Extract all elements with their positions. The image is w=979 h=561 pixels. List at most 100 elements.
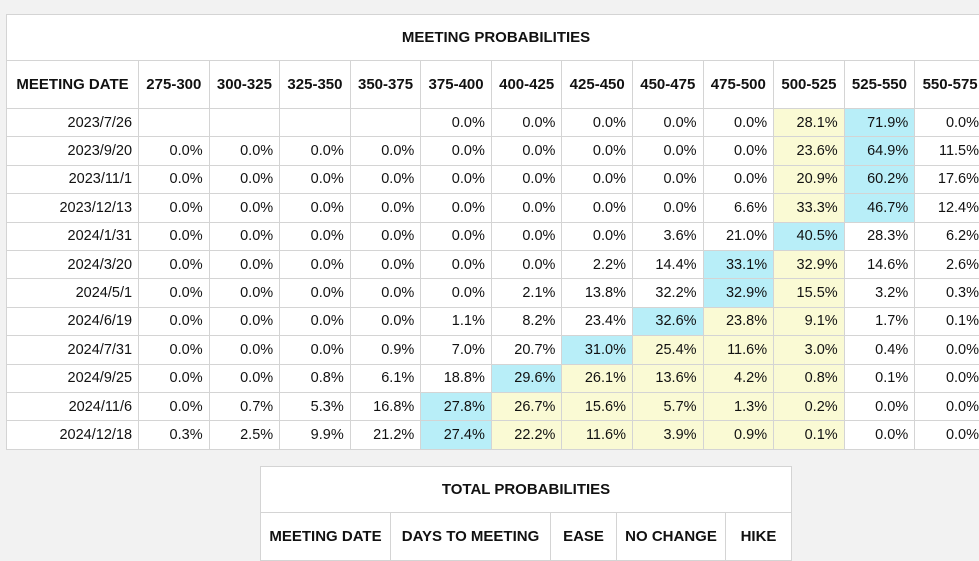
column-header: 550-575 xyxy=(915,61,979,109)
probability-cell: 32.9% xyxy=(774,250,845,278)
probability-cell: 0.9% xyxy=(703,421,774,449)
probability-cell: 3.0% xyxy=(774,336,845,364)
probability-cell: 31.0% xyxy=(562,336,633,364)
probability-cell: 0.0% xyxy=(350,279,421,307)
probability-cell: 0.0% xyxy=(632,137,703,165)
probability-cell: 0.0% xyxy=(562,165,633,193)
column-header: 475-500 xyxy=(703,61,774,109)
probability-cell: 0.0% xyxy=(139,364,210,392)
probability-cell: 0.0% xyxy=(421,165,492,193)
probability-cell: 46.7% xyxy=(844,194,915,222)
probability-cell: 9.1% xyxy=(774,307,845,335)
table-title: MEETING PROBABILITIES xyxy=(7,15,979,61)
probability-cell: 0.8% xyxy=(280,364,351,392)
probability-cell: 0.8% xyxy=(774,364,845,392)
probability-cell: 4.2% xyxy=(703,364,774,392)
probability-cell: 6.2% xyxy=(915,222,979,250)
probability-cell: 1.1% xyxy=(421,307,492,335)
probability-cell: 0.0% xyxy=(915,336,979,364)
probability-cell: 0.0% xyxy=(280,165,351,193)
probability-cell: 13.8% xyxy=(562,279,633,307)
column-header: 325-350 xyxy=(280,61,351,109)
column-header: DAYS TO MEETING xyxy=(391,513,551,561)
probability-cell: 0.0% xyxy=(632,194,703,222)
probability-cell: 18.8% xyxy=(421,364,492,392)
probability-cell: 0.4% xyxy=(844,336,915,364)
probability-cell: 0.1% xyxy=(915,307,979,335)
table-title: TOTAL PROBABILITIES xyxy=(261,467,792,513)
probability-cell: 0.0% xyxy=(280,222,351,250)
probability-cell: 0.0% xyxy=(491,165,562,193)
probability-cell: 26.7% xyxy=(491,392,562,420)
probability-cell: 0.0% xyxy=(139,279,210,307)
probability-cell: 29.6% xyxy=(491,364,562,392)
probability-cell: 0.0% xyxy=(280,307,351,335)
probability-cell: 15.6% xyxy=(562,392,633,420)
probability-cell: 0.0% xyxy=(139,307,210,335)
probability-cell: 0.0% xyxy=(491,222,562,250)
probability-cell: 11.5% xyxy=(915,137,979,165)
probability-cell: 11.6% xyxy=(562,421,633,449)
probability-cell: 0.0% xyxy=(139,336,210,364)
probability-cell xyxy=(350,109,421,137)
probability-cell: 3.9% xyxy=(632,421,703,449)
probability-cell: 28.3% xyxy=(844,222,915,250)
probability-cell: 0.0% xyxy=(632,165,703,193)
probability-cell: 8.2% xyxy=(491,307,562,335)
probability-cell: 64.9% xyxy=(844,137,915,165)
probability-cell: 13.6% xyxy=(632,364,703,392)
probability-cell: 5.7% xyxy=(632,392,703,420)
probability-cell: 0.0% xyxy=(562,137,633,165)
column-header: MEETING DATE xyxy=(7,61,139,109)
probability-cell: 1.3% xyxy=(703,392,774,420)
column-header: 275-300 xyxy=(139,61,210,109)
meeting-date: 2023/7/26 xyxy=(7,109,139,137)
probability-cell: 0.0% xyxy=(209,137,280,165)
column-header: 500-525 xyxy=(774,61,845,109)
probability-cell: 0.9% xyxy=(350,336,421,364)
probability-cell: 0.0% xyxy=(491,250,562,278)
probability-cell: 0.0% xyxy=(350,194,421,222)
probability-cell: 0.0% xyxy=(209,307,280,335)
probability-cell: 28.1% xyxy=(774,109,845,137)
probability-cell: 14.4% xyxy=(632,250,703,278)
probability-cell: 20.7% xyxy=(491,336,562,364)
probability-cell: 32.6% xyxy=(632,307,703,335)
probability-cell: 0.0% xyxy=(844,392,915,420)
probability-cell: 2.6% xyxy=(915,250,979,278)
probability-cell: 0.0% xyxy=(562,222,633,250)
probability-cell: 0.0% xyxy=(139,392,210,420)
probability-cell: 0.0% xyxy=(915,364,979,392)
probability-cell: 0.0% xyxy=(209,279,280,307)
probability-cell: 15.5% xyxy=(774,279,845,307)
column-header: 400-425 xyxy=(491,61,562,109)
column-header: HIKE xyxy=(726,513,792,561)
probability-cell: 0.0% xyxy=(421,222,492,250)
probability-cell: 0.0% xyxy=(280,336,351,364)
probability-cell: 27.4% xyxy=(421,421,492,449)
probability-cell xyxy=(280,109,351,137)
column-header: 300-325 xyxy=(209,61,280,109)
probability-cell: 0.0% xyxy=(421,279,492,307)
probability-cell: 0.0% xyxy=(421,194,492,222)
column-header: EASE xyxy=(551,513,617,561)
probability-cell: 71.9% xyxy=(844,109,915,137)
probability-cell: 0.0% xyxy=(703,165,774,193)
probability-cell: 0.0% xyxy=(139,137,210,165)
probability-cell: 0.0% xyxy=(139,194,210,222)
probability-cell: 25.4% xyxy=(632,336,703,364)
probability-cell: 0.0% xyxy=(209,165,280,193)
probability-cell: 2.1% xyxy=(491,279,562,307)
probability-cell xyxy=(139,109,210,137)
probability-cell: 11.6% xyxy=(703,336,774,364)
title-row: MEETING PROBABILITIES xyxy=(7,15,979,61)
